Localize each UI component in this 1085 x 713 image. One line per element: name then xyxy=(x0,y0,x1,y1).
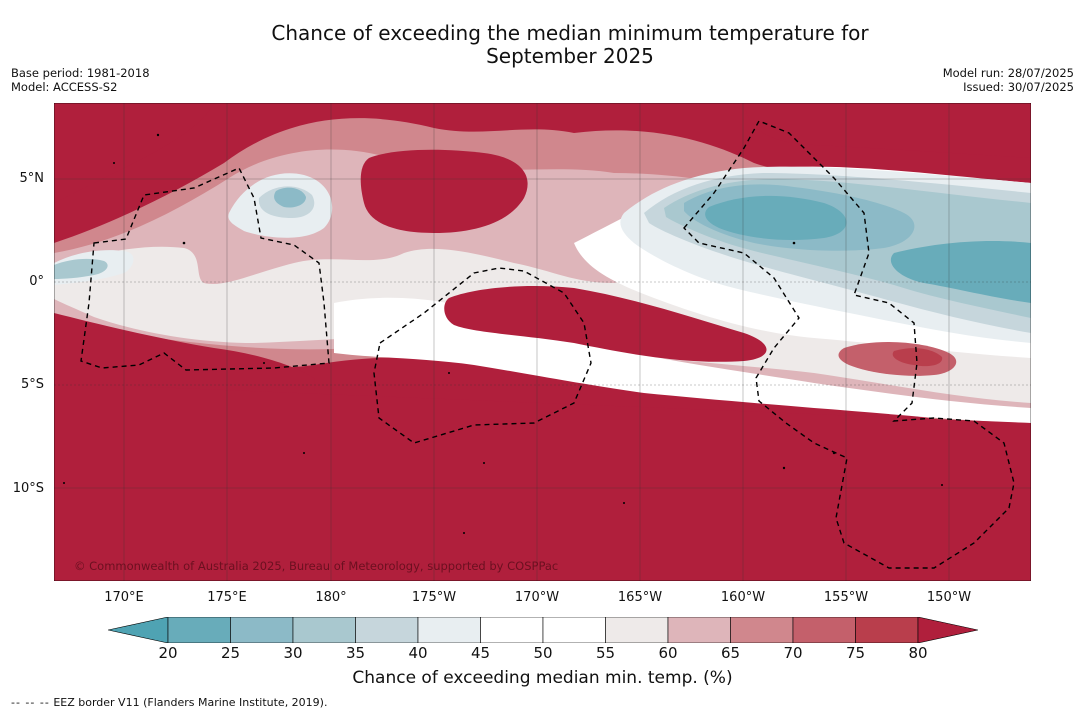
colorbar-cell xyxy=(730,617,794,643)
colorbar-tick-label: 50 xyxy=(533,644,553,662)
colorbar-cell xyxy=(167,617,231,643)
title-line-1: Chance of exceeding the median minimum t… xyxy=(271,21,869,45)
colorbar-tick-label: 70 xyxy=(783,644,803,662)
metadata-right: Model run: 28/07/2025 Issued: 30/07/2025 xyxy=(943,66,1074,94)
lon-label-150w: 150°W xyxy=(926,590,972,605)
lat-label-5s: 5°S xyxy=(20,377,44,392)
colorbar-cell xyxy=(605,617,669,643)
lat-label-10s: 10°S xyxy=(12,481,44,496)
colorbar-cell xyxy=(417,617,481,643)
eez-legend-dashes: -- -- -- xyxy=(11,696,50,709)
colorbar-tick-label: 65 xyxy=(720,644,741,662)
colorbar-cell xyxy=(792,617,856,643)
metadata-left: Base period: 1981-2018 Model: ACCESS-S2 xyxy=(11,66,150,94)
lon-label-160w: 160°W xyxy=(720,590,766,605)
colorbar-label: Chance of exceeding median min. temp. (%… xyxy=(352,668,733,688)
colorbar-tick-label: 75 xyxy=(845,644,866,662)
colorbar-tick-label: 60 xyxy=(658,644,678,662)
map-title: Chance of exceeding the median minimum t… xyxy=(0,22,1085,68)
colorbar-cell xyxy=(667,617,731,643)
lon-label-175w: 175°W xyxy=(411,590,457,605)
lon-label-170w: 170°W xyxy=(514,590,560,605)
eez-borders xyxy=(80,120,1015,569)
colorbar-cell xyxy=(480,617,544,643)
issued-date: Issued: 30/07/2025 xyxy=(963,80,1074,94)
probability-map: © Commonwealth of Australia 2025, Bureau… xyxy=(54,103,1031,581)
colorbar-tick-label: 45 xyxy=(470,644,491,662)
colorbar-over-arrow xyxy=(917,617,978,643)
model-name: Model: ACCESS-S2 xyxy=(11,80,118,94)
islands xyxy=(63,133,943,534)
eez-legend-text: EEZ border V11 (Flanders Marine Institut… xyxy=(53,696,328,709)
eez-footnote: -- -- -- EEZ border V11 (Flanders Marine… xyxy=(11,696,327,709)
colorbar-tick-label: 30 xyxy=(283,644,303,662)
colorbar-tick-label: 55 xyxy=(595,644,616,662)
colorbar-tick-label: 40 xyxy=(408,644,428,662)
colorbar-tick-label: 35 xyxy=(345,644,366,662)
probability-field xyxy=(54,103,1031,581)
colorbar-cell xyxy=(542,617,606,643)
colorbar-cell xyxy=(855,617,919,643)
colorbar-cell xyxy=(355,617,419,643)
colorbar-tick-label: 20 xyxy=(158,644,178,662)
colorbar-under-arrow xyxy=(108,617,169,643)
base-period: Base period: 1981-2018 xyxy=(11,66,150,80)
colorbar-cell xyxy=(230,617,294,643)
lon-label-170e: 170°E xyxy=(104,590,144,605)
colorbar-tick-label: 80 xyxy=(908,644,928,662)
lon-label-165w: 165°W xyxy=(617,590,663,605)
copyright-notice: © Commonwealth of Australia 2025, Bureau… xyxy=(74,559,558,573)
lat-label-0: 0° xyxy=(29,274,44,289)
lon-label-175e: 175°E xyxy=(207,590,247,605)
colorbar xyxy=(108,617,978,643)
colorbar-tick-label: 25 xyxy=(220,644,241,662)
title-line-2: September 2025 xyxy=(486,44,654,68)
graticule xyxy=(54,103,1031,581)
colorbar-cell xyxy=(292,617,356,643)
model-run: Model run: 28/07/2025 xyxy=(942,66,1074,80)
lon-label-155w: 155°W xyxy=(823,590,869,605)
colorbar-cells xyxy=(167,617,919,643)
lat-label-5n: 5°N xyxy=(19,171,45,186)
lon-label-180: 180° xyxy=(315,590,347,605)
